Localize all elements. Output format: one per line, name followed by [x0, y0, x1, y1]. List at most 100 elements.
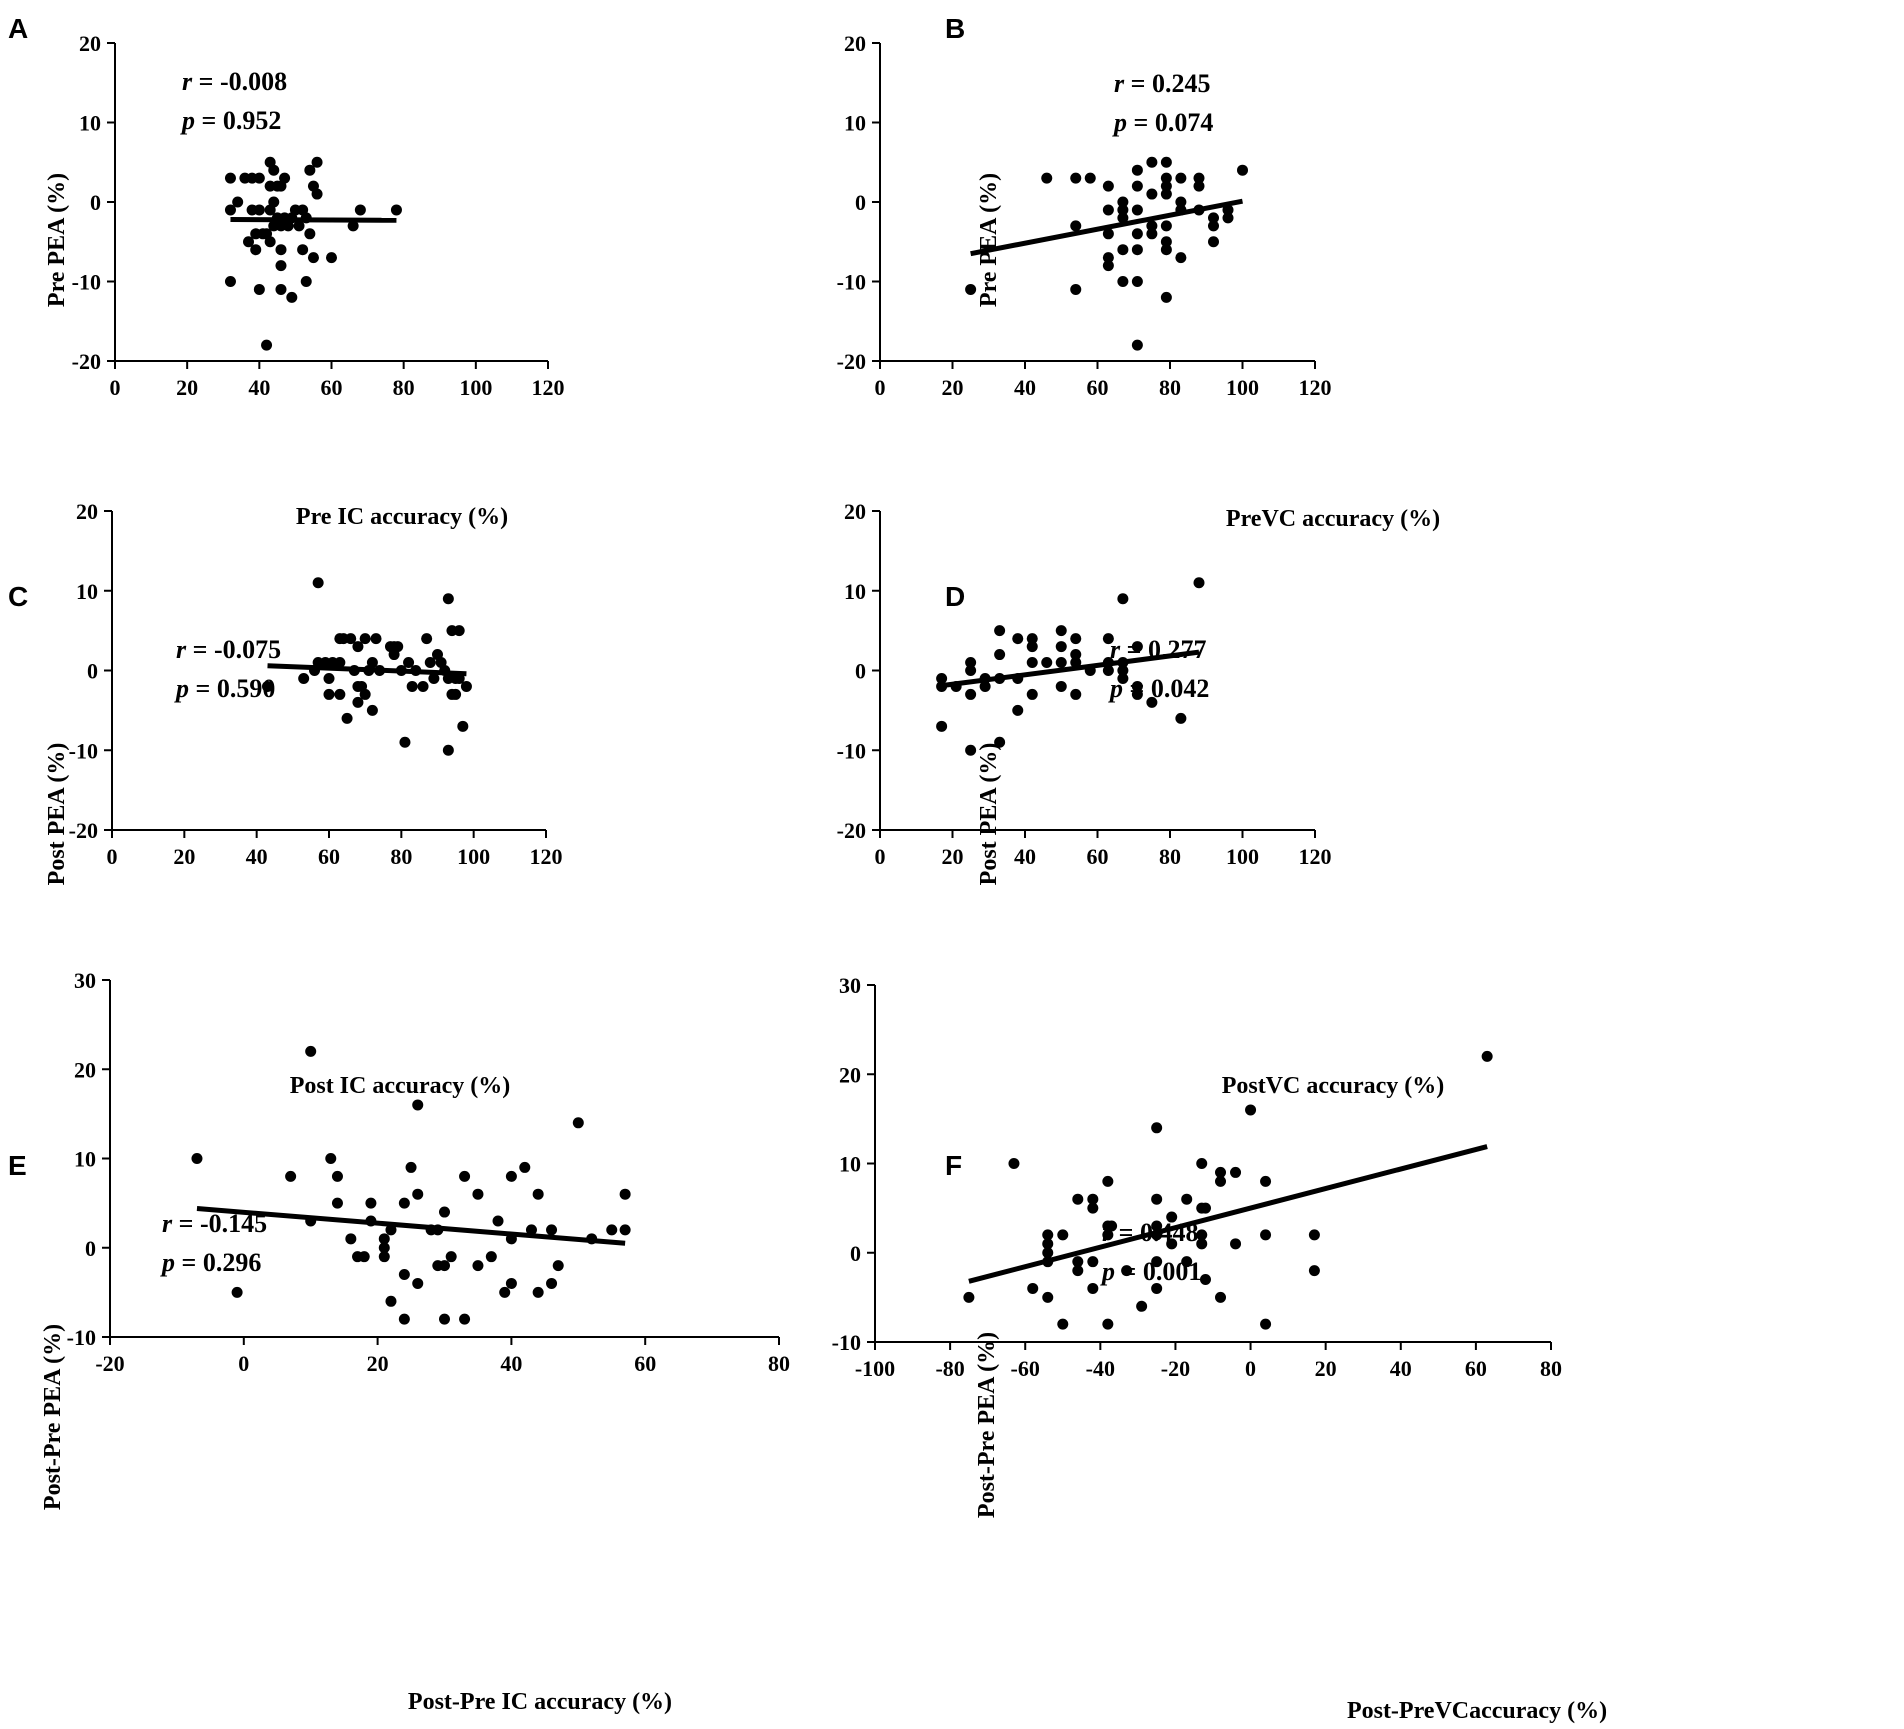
data-point: [492, 1215, 504, 1227]
data-point: [546, 1224, 558, 1236]
data-point: [1481, 1050, 1493, 1062]
data-point: [1102, 1318, 1114, 1330]
data-point: [359, 688, 371, 700]
data-point: [457, 720, 469, 732]
axis-ticks: 0 20 40 60 80 100 120 -20 -10 0 10 20: [72, 31, 565, 400]
data-point: [1008, 1158, 1020, 1169]
x-axis-title: PreVC accuracy (%): [1226, 506, 1440, 532]
x-tick-label: 120: [1299, 844, 1332, 869]
data-point: [1117, 665, 1129, 676]
data-point: [1222, 212, 1234, 224]
data-point: [1230, 1166, 1242, 1178]
data-point: [546, 1277, 558, 1289]
regression-line: [267, 663, 467, 677]
y-tick-label: 20: [844, 31, 866, 56]
data-point: [298, 672, 310, 684]
data-point: [253, 172, 265, 184]
y-tick-label: 30: [74, 968, 96, 993]
data-point: [378, 1251, 390, 1263]
x-tick-label: 40: [246, 844, 268, 869]
stat-p-label: p: [1100, 1257, 1115, 1286]
data-point: [1117, 204, 1129, 216]
data-point: [485, 1251, 497, 1263]
data-point: [1070, 220, 1082, 232]
data-point: [1012, 704, 1024, 716]
x-tick-label: 0: [107, 844, 118, 869]
stat-r: r = -0.008: [182, 67, 287, 96]
data-point: [347, 220, 359, 232]
x-tick-label: 120: [532, 375, 565, 400]
data-point: [1146, 156, 1158, 168]
data-point: [1175, 172, 1187, 184]
data-point: [1196, 1229, 1208, 1241]
x-tick-label: 0: [875, 375, 886, 400]
regression-line: [970, 198, 1243, 257]
y-axis-title: Post PEA (%): [44, 743, 70, 886]
x-tick-label: 80: [1540, 1356, 1562, 1381]
data-point: [300, 276, 312, 287]
stat-p: p = 0.042: [1108, 674, 1209, 703]
data-point: [1215, 1175, 1227, 1187]
data-point: [224, 172, 236, 184]
stat-r-value: = 0.245: [1124, 69, 1210, 98]
data-point: [442, 593, 454, 605]
regression-line: [968, 1144, 1488, 1284]
data-point: [1245, 1104, 1257, 1116]
data-point: [1106, 1220, 1118, 1232]
data-point: [398, 1197, 410, 1209]
panel-b: B 0 20 40 60 80 100 120 -20 -10 0 10 20 r = 0.245 p…: [837, 13, 1440, 532]
data-point: [1208, 212, 1219, 224]
data-point: [323, 672, 335, 684]
stat-r: r = -0.075: [176, 635, 281, 664]
data-point: [417, 680, 429, 692]
data-point: [232, 196, 244, 208]
data-point: [1117, 593, 1129, 605]
data-point: [312, 577, 324, 589]
data-point: [439, 1260, 450, 1272]
data-point: [1072, 1265, 1084, 1277]
data-point: [445, 1251, 457, 1263]
x-tick-label: 100: [459, 375, 492, 400]
data-point: [341, 712, 353, 724]
y-tick-label: -10: [832, 1330, 861, 1355]
stat-r-label: r: [162, 1209, 173, 1238]
data-point: [460, 680, 472, 692]
data-point: [532, 1286, 544, 1298]
x-tick-label: -80: [935, 1356, 964, 1381]
panel-letter: D: [945, 581, 965, 612]
stat-p: p = 0.952: [180, 106, 281, 135]
data-point: [472, 1188, 484, 1200]
x-tick-label: 40: [1014, 844, 1036, 869]
x-tick-label: 20: [942, 844, 964, 869]
y-tick-label: 20: [76, 499, 98, 524]
data-point: [1117, 196, 1129, 208]
data-point: [1042, 1247, 1054, 1259]
x-tick-label: 20: [1315, 1356, 1337, 1381]
x-tick-label: 0: [110, 375, 121, 400]
data-point: [1102, 180, 1114, 192]
stat-p-value: = 0.042: [1123, 674, 1209, 703]
data-point: [1160, 220, 1172, 232]
data-point: [965, 744, 977, 756]
x-tick-label: -20: [95, 1351, 124, 1376]
stat-p-label: p: [160, 1248, 175, 1277]
data-point: [390, 204, 402, 216]
data-point: [1070, 283, 1082, 295]
x-tick-label: 0: [238, 1351, 249, 1376]
data-point: [1208, 220, 1219, 232]
data-point: [619, 1224, 631, 1236]
data-point: [552, 1260, 564, 1272]
stat-p-value: = 0.952: [195, 106, 281, 135]
x-tick-label: 60: [634, 1351, 656, 1376]
data-point: [1117, 212, 1129, 224]
data-point: [428, 672, 440, 684]
x-tick-label: 20: [173, 844, 195, 869]
x-tick-label: 0: [1245, 1356, 1256, 1381]
data-point: [250, 244, 262, 256]
data-point: [1308, 1265, 1320, 1277]
axis-ticks: 0 20 40 60 80 100 120 -20 -10 0 10 20: [69, 499, 563, 869]
data-point: [1117, 244, 1129, 256]
data-point: [1151, 1256, 1163, 1268]
data-point: [1131, 276, 1143, 287]
